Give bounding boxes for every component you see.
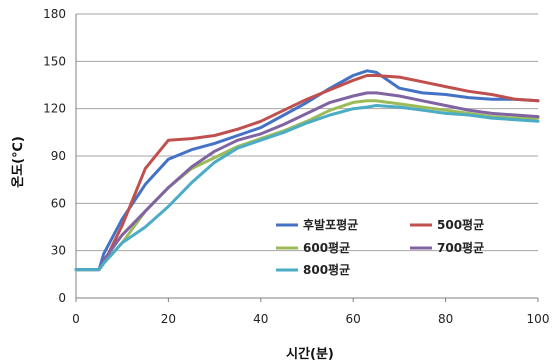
y-tick-label: 180 xyxy=(43,7,66,21)
legend-label: 후발포평균 xyxy=(303,217,358,232)
x-tick-label: 80 xyxy=(438,312,453,326)
x-tick-label: 100 xyxy=(527,312,550,326)
x-tick-label: 60 xyxy=(346,312,361,326)
series-line-3 xyxy=(74,99,540,272)
y-tick-label: 30 xyxy=(51,244,66,258)
series-line-4 xyxy=(74,91,540,272)
y-axis-title: 온도(℃) xyxy=(11,136,26,188)
gridlines xyxy=(76,13,538,299)
x-tick-labels: 0 20 40 60 80 100 xyxy=(72,312,549,326)
series-line-2 xyxy=(74,74,540,272)
legend-label: 600평균 xyxy=(303,241,350,255)
y-tick-label: 120 xyxy=(43,102,66,116)
y-tick-label: 90 xyxy=(51,149,66,163)
legend-label: 800평균 xyxy=(303,263,350,277)
y-tick-labels: 0 30 60 90 120 150 180 xyxy=(43,7,66,305)
legend: 후발포평균 500평균 600평균 700평균 800평균 xyxy=(276,217,484,277)
x-tick-label: 40 xyxy=(253,312,268,326)
series-line-5 xyxy=(74,104,540,272)
series-line-1 xyxy=(74,69,540,272)
x-tick-label: 20 xyxy=(161,312,176,326)
y-tick-label: 60 xyxy=(51,196,66,210)
x-axis-title: 시간(분) xyxy=(286,346,334,362)
legend-label: 700평균 xyxy=(437,241,484,255)
legend-label: 500평균 xyxy=(437,218,484,232)
y-tick-label: 0 xyxy=(58,291,66,305)
series-lines xyxy=(74,69,540,272)
axes xyxy=(75,14,539,302)
x-tick-label: 0 xyxy=(72,312,80,326)
y-tick-label: 150 xyxy=(43,54,66,68)
